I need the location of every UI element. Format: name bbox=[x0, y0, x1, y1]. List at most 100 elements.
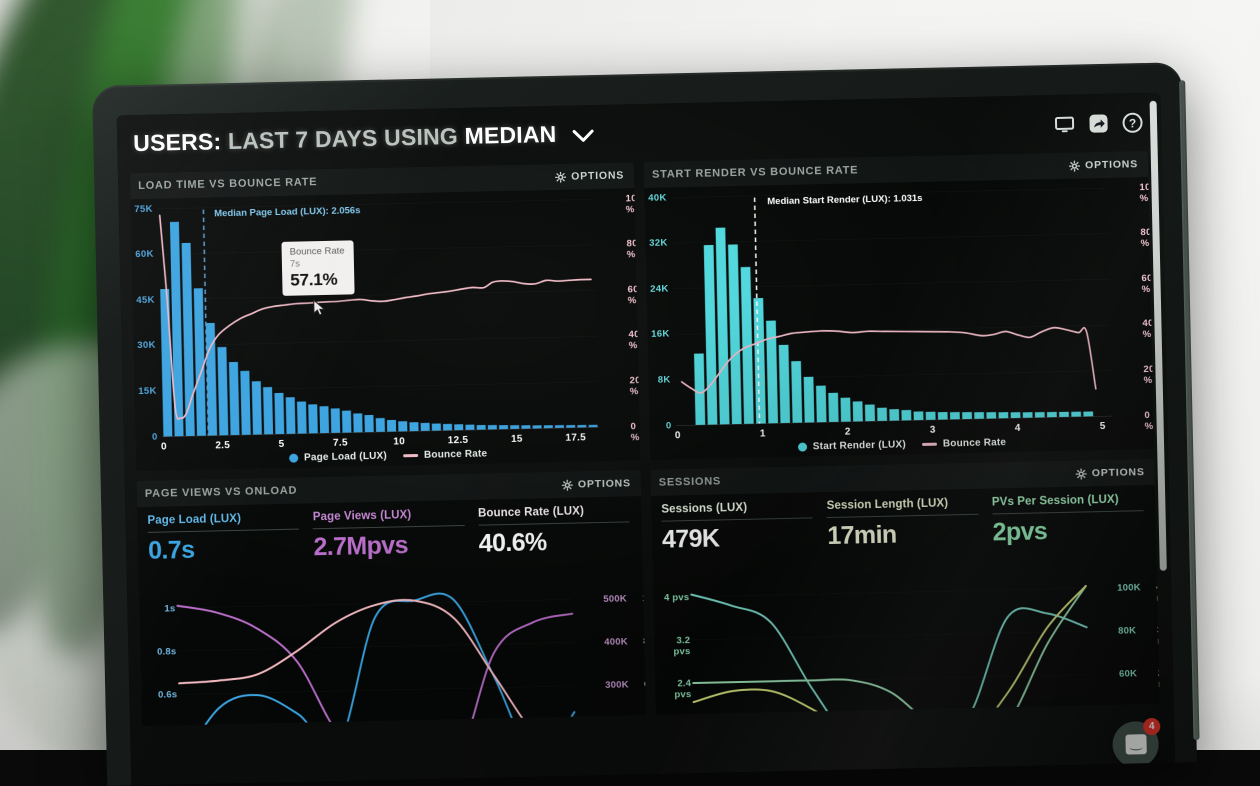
legend-line-icon bbox=[921, 442, 937, 446]
axis-tick-label: 0.6s bbox=[157, 689, 178, 701]
axis-tick-label: 100K bbox=[1117, 581, 1141, 594]
axis-tick-label: 40K bbox=[648, 191, 667, 204]
axis-tick-label: 15K bbox=[138, 385, 157, 397]
chart-tooltip: Bounce Rate 7s 57.1% bbox=[281, 240, 355, 297]
axis-tick-label: 4 pvs bbox=[663, 591, 690, 604]
mini-chart-page-views[interactable]: 0.4s0.6s0.8s1s200K300K400K500K40%60%80%1… bbox=[138, 555, 646, 727]
chevron-down-icon[interactable] bbox=[572, 122, 595, 149]
legend-dot-icon bbox=[797, 442, 807, 452]
axis-tick-label: 45K bbox=[136, 294, 155, 306]
panel-title: START RENDER VS BOUNCE RATE bbox=[651, 164, 859, 181]
axis-tick-label: 40% bbox=[645, 722, 646, 726]
title-range[interactable]: LAST 7 DAYS bbox=[227, 124, 378, 154]
panel-title: PAGE VIEWS VS ONLOAD bbox=[144, 484, 298, 500]
options-button[interactable]: OPTIONS bbox=[1069, 158, 1138, 171]
axis-tick-label: 8K bbox=[657, 374, 671, 386]
axis-tick-label: 3.2 pvs bbox=[673, 634, 691, 658]
kpi-page-views[interactable]: Page Views (LUX) 2.7Mpvs bbox=[313, 508, 465, 562]
chat-bubble-icon bbox=[1124, 734, 1147, 755]
kpi-sessions[interactable]: Sessions (LUX) 479K bbox=[661, 500, 813, 554]
panel-sessions: SESSIONS OPTIONS Sessions (LUX) 479 bbox=[650, 458, 1160, 715]
axis-tick-label: 80 % bbox=[626, 238, 638, 261]
axis-tick-label: 100% bbox=[642, 592, 646, 604]
kpi-value: 40.6% bbox=[478, 528, 547, 558]
axis-tick-label: 4 bbox=[1014, 422, 1021, 434]
axis-tick-label: 1 bbox=[759, 428, 766, 440]
axis-tick-label: 32 min bbox=[1157, 624, 1160, 647]
axis-tick-label: 300K bbox=[605, 679, 629, 691]
options-button[interactable]: OPTIONS bbox=[561, 477, 631, 491]
axis-tick-label: 24 min bbox=[1158, 667, 1160, 689]
header-icon-group: ? bbox=[1054, 112, 1143, 135]
axis-tick-label: 2 bbox=[844, 426, 851, 438]
axis-tick-label: 500K bbox=[603, 592, 627, 605]
options-button[interactable]: OPTIONS bbox=[555, 169, 625, 183]
page-title: USERS: LAST 7 DAYS USING MEDIAN bbox=[133, 120, 594, 159]
axis-tick-label: 100 % bbox=[625, 192, 641, 215]
axis-tick-label: 40 min bbox=[1156, 581, 1160, 604]
svg-text:?: ? bbox=[1129, 116, 1137, 130]
panel-header: PAGE VIEWS VS ONLOAD OPTIONS bbox=[136, 470, 642, 508]
gear-icon bbox=[1069, 159, 1081, 172]
chart-start-render[interactable]: 0 8K 16K 24K 32K 40K 0 % 20 % 40 % 60 % 80 % 100 % 0… bbox=[644, 176, 1155, 460]
axis-tick-label: 16K bbox=[651, 328, 670, 341]
axis-tick-label: 60K bbox=[135, 248, 154, 261]
axis-tick-label: 12.5 bbox=[447, 434, 469, 447]
kpi-page-load[interactable]: Page Load (LUX) 0.7s bbox=[147, 512, 300, 565]
legend-item[interactable]: Bounce Rate bbox=[921, 437, 1007, 450]
options-button[interactable]: OPTIONS bbox=[1075, 466, 1145, 479]
legend-item[interactable]: Page Load (LUX) bbox=[288, 451, 387, 464]
legend-label: Bounce Rate bbox=[942, 437, 1007, 450]
kpi-value: 2.7Mpvs bbox=[313, 531, 409, 562]
gear-icon bbox=[561, 479, 574, 491]
title-metric[interactable]: MEDIAN bbox=[464, 120, 557, 149]
axis-tick-label: 60 % bbox=[627, 283, 639, 307]
kpi-value: 0.7s bbox=[147, 535, 195, 565]
chart-canvas bbox=[644, 176, 1155, 460]
chart-canvas bbox=[652, 543, 1160, 715]
kpi-value: 17min bbox=[827, 520, 897, 551]
chart-canvas bbox=[138, 555, 646, 727]
axis-tick-label: 40 % bbox=[628, 329, 640, 352]
legend-item[interactable]: Bounce Rate bbox=[402, 448, 487, 461]
help-icon[interactable]: ? bbox=[1122, 112, 1143, 133]
share-icon[interactable] bbox=[1088, 112, 1109, 133]
panel-header: START RENDER VS BOUNCE RATE OPTIONS bbox=[643, 150, 1149, 188]
panel-page-views-vs-onload: PAGE VIEWS VS ONLOAD OPTIONS Page Load (… bbox=[136, 470, 646, 727]
tooltip-label: Bounce Rate bbox=[289, 245, 345, 258]
axis-tick-label: 40K bbox=[1120, 711, 1138, 715]
axis-tick-label: 200K bbox=[606, 722, 630, 726]
chart-load-time[interactable]: 0 15K 30K 45K 60K 75K 0 % 20 % 40 % 60 % 80 % 100 %… bbox=[130, 188, 641, 472]
panel-load-time-vs-bounce-rate: LOAD TIME VS BOUNCE RATE OPTIONS 0 15K 30K… bbox=[129, 162, 641, 472]
axis-tick-label: 0 % bbox=[630, 420, 640, 443]
tooltip-value: 57.1% bbox=[290, 269, 338, 290]
legend-item[interactable]: Start Render (LUX) bbox=[797, 439, 906, 452]
panel-header: SESSIONS OPTIONS bbox=[650, 458, 1155, 496]
kpi-row: Page Load (LUX) 0.7s Page Views (LUX) 2.… bbox=[137, 496, 642, 565]
kpi-value: 2pvs bbox=[992, 517, 1048, 547]
axis-tick-label: 80K bbox=[1118, 625, 1137, 637]
panel-title: LOAD TIME VS BOUNCE RATE bbox=[138, 176, 318, 193]
mouse-cursor-icon bbox=[313, 299, 327, 322]
dashboard-grid: LOAD TIME VS BOUNCE RATE OPTIONS 0 15K 30K… bbox=[118, 150, 1174, 727]
kpi-value: 479K bbox=[661, 524, 720, 554]
chat-widget-button[interactable]: 4 bbox=[1112, 717, 1161, 768]
chart-canvas bbox=[130, 188, 641, 472]
kpi-row: Sessions (LUX) 479K Session Length (LUX)… bbox=[651, 485, 1156, 554]
options-label: OPTIONS bbox=[571, 169, 625, 183]
axis-tick-label: 40 % bbox=[1142, 318, 1154, 341]
axis-tick-label: 20 % bbox=[1143, 363, 1155, 387]
kpi-session-length[interactable]: Session Length (LUX) 17min bbox=[827, 497, 979, 551]
monitor-icon[interactable] bbox=[1054, 113, 1075, 134]
axis-tick-label: 24K bbox=[650, 283, 669, 295]
title-using: USING bbox=[383, 122, 459, 151]
options-label: OPTIONS bbox=[577, 477, 631, 491]
kpi-bounce-rate[interactable]: Bounce Rate (LUX) 40.6% bbox=[478, 504, 630, 558]
legend-dot-icon bbox=[288, 453, 299, 463]
kpi-pvs-per-session[interactable]: PVs Per Session (LUX) 2pvs bbox=[992, 493, 1144, 547]
axis-tick-label: 0 bbox=[665, 419, 672, 432]
legend-line-icon bbox=[402, 453, 419, 458]
axis-tick-label: 17.5 bbox=[565, 432, 587, 444]
panel-start-render-vs-bounce-rate: START RENDER VS BOUNCE RATE OPTIONS 0 8K 1… bbox=[643, 150, 1155, 460]
